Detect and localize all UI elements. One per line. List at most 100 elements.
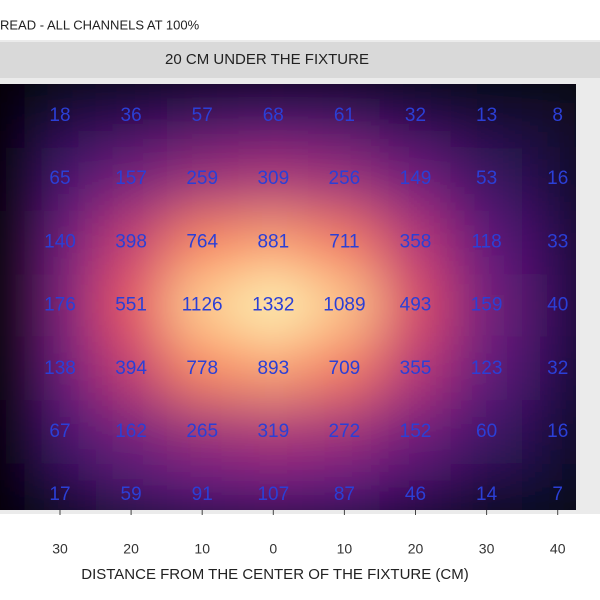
x-tick-label: 20: [123, 541, 139, 557]
cell-label: 16: [547, 168, 568, 189]
x-tick-label: 10: [194, 541, 210, 557]
cell-label: 709: [329, 358, 361, 379]
panel-title: 20 CM UNDER THE FIXTURE: [165, 51, 369, 68]
heat-cell: [379, 147, 452, 211]
heat-cell: [451, 84, 523, 148]
cell-label: 259: [186, 168, 218, 189]
cell-label: 1126: [182, 295, 223, 316]
heat-cell: [379, 210, 452, 274]
heat-cell: [24, 400, 96, 464]
panel-strip: [0, 42, 600, 78]
heat-cell: [379, 274, 452, 338]
heat-cell: [166, 463, 238, 510]
heat-cell: [237, 84, 309, 148]
cell-label: 53: [476, 168, 497, 189]
heat-cell: [237, 147, 309, 211]
heat-cell: [95, 84, 167, 148]
heat-cell: [308, 147, 380, 211]
heatmap-cells: [24, 84, 576, 510]
cell-label: 140: [44, 231, 76, 252]
cell-label: 60: [476, 421, 497, 442]
cell-label: 107: [257, 484, 289, 505]
heat-cell: [451, 463, 523, 510]
cell-label: 176: [44, 295, 76, 316]
cell-label: 14: [476, 484, 498, 505]
cell-label: 68: [263, 105, 284, 126]
heat-cell: [379, 400, 452, 464]
cell-label: 265: [186, 421, 218, 442]
cell-label: 157: [115, 168, 147, 189]
cell-label: 881: [257, 231, 289, 252]
heat-cell: [95, 400, 167, 464]
x-tick-label: 30: [52, 541, 68, 557]
heat-cell: [95, 210, 167, 274]
cell-label: 319: [257, 421, 289, 442]
cell-label: 18: [49, 105, 70, 126]
heat-cell: [237, 274, 309, 338]
heat-cell: [522, 147, 576, 211]
heat-cell: [308, 84, 380, 148]
heat-cell: [237, 463, 309, 510]
heat-cell: [95, 337, 167, 401]
cell-label: 358: [400, 231, 432, 252]
cell-label: 46: [405, 484, 426, 505]
cell-label: 309: [257, 168, 289, 189]
cell-label: 159: [471, 295, 503, 316]
cell-label: 32: [405, 105, 426, 126]
cell-label: 91: [192, 484, 213, 505]
cell-label: 778: [186, 358, 218, 379]
heat-cell: [451, 274, 523, 338]
heat-cell: [237, 210, 309, 274]
heat-cell: [166, 400, 238, 464]
cell-label: 162: [115, 421, 147, 442]
heat-cell: [308, 274, 380, 338]
cell-label: 493: [400, 295, 432, 316]
heat-cell: [166, 337, 238, 401]
cell-label: 138: [44, 358, 76, 379]
heat-cell: [166, 84, 238, 148]
cell-label: 118: [471, 231, 501, 252]
x-axis: 30 20 10 0 10 20 30 40: [52, 510, 566, 557]
heat-cell: [522, 337, 576, 401]
heat-cell: [308, 210, 380, 274]
heat-cell: [451, 147, 523, 211]
heat-cell: [522, 84, 576, 148]
cell-label: 711: [329, 231, 359, 252]
cell-label: 17: [49, 484, 70, 505]
cell-label: 8: [552, 105, 563, 126]
cell-label: 7: [552, 484, 563, 505]
cell-label: 149: [400, 168, 432, 189]
heat-cell: [308, 400, 380, 464]
cell-label: 256: [329, 168, 361, 189]
cell-label: 59: [121, 484, 142, 505]
cell-label: 893: [257, 358, 289, 379]
heat-cell: [166, 210, 238, 274]
cell-label: 87: [334, 484, 355, 505]
cell-label: 13: [476, 105, 497, 126]
heat-cell: [379, 337, 452, 401]
heat-cell: [451, 337, 523, 401]
cell-label: 272: [329, 421, 361, 442]
heatmap-blur: [24, 84, 576, 510]
cell-label: 32: [547, 358, 568, 379]
heat-cell: [522, 400, 576, 464]
cell-label: 36: [121, 105, 142, 126]
x-tick-label: 30: [479, 541, 495, 557]
cell-label: 1089: [323, 295, 365, 316]
heat-cell: [95, 463, 167, 510]
heat-cell: [379, 463, 452, 510]
heat-cell: [24, 337, 96, 401]
heat-cell: [166, 274, 238, 338]
x-tick-label: 40: [550, 541, 566, 557]
cell-label: 394: [115, 358, 147, 379]
chart-title: READ - ALL CHANNELS AT 100%: [0, 17, 200, 32]
heat-cell: [522, 274, 576, 338]
cell-label: 355: [400, 358, 432, 379]
cell-label: 16: [547, 421, 568, 442]
heat-cell: [308, 337, 380, 401]
heat-cell: [24, 463, 96, 510]
cell-label: 551: [115, 295, 147, 316]
cell-label: 1332: [252, 295, 294, 316]
